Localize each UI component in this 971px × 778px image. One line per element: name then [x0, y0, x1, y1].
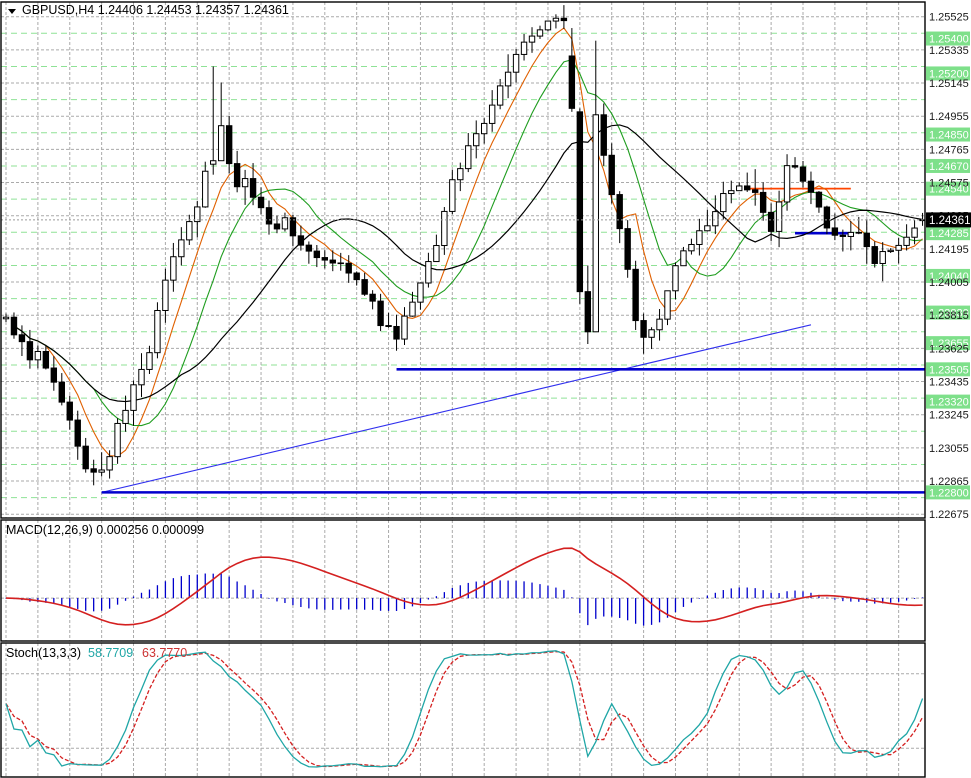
svg-text:1.25145: 1.25145: [929, 78, 969, 90]
svg-text:63.7770: 63.7770: [142, 646, 187, 660]
svg-text:1.22865: 1.22865: [929, 476, 969, 488]
svg-text:Stoch(13,3,3): Stoch(13,3,3): [6, 646, 81, 660]
svg-text:1.23055: 1.23055: [929, 443, 969, 455]
svg-text:1.25525: 1.25525: [929, 12, 969, 24]
svg-text:1.23245: 1.23245: [929, 410, 969, 422]
svg-text:MACD(12,26,9) 0.000256 0.00009: MACD(12,26,9) 0.000256 0.000099: [6, 523, 204, 537]
svg-text:1.24285: 1.24285: [929, 228, 969, 240]
svg-text:GBPUSD,H4 1.24406 1.24453 1.2: GBPUSD,H4 1.24406 1.24453 1.24357 1.2436…: [22, 3, 289, 17]
svg-text:58.7709: 58.7709: [88, 646, 133, 660]
svg-text:1.25400: 1.25400: [929, 34, 969, 46]
svg-text:1.23505: 1.23505: [929, 364, 969, 376]
svg-text:1.23815: 1.23815: [929, 310, 969, 322]
svg-text:1.24005: 1.24005: [929, 277, 969, 289]
svg-text:1.23435: 1.23435: [929, 377, 969, 389]
svg-text:1.25335: 1.25335: [929, 45, 969, 57]
svg-text:1.24765: 1.24765: [929, 144, 969, 156]
svg-text:1.22800: 1.22800: [929, 487, 969, 499]
svg-text:1.24575: 1.24575: [929, 178, 969, 190]
svg-text:1.24955: 1.24955: [929, 111, 969, 123]
svg-text:1.24850: 1.24850: [929, 130, 969, 142]
svg-text:1.24195: 1.24195: [929, 244, 969, 256]
svg-text:1.24670: 1.24670: [929, 161, 969, 173]
svg-text:1.22675: 1.22675: [929, 509, 969, 521]
svg-text:1.24361: 1.24361: [929, 215, 971, 227]
svg-text:1.23625: 1.23625: [929, 343, 969, 355]
svg-text:1.23320: 1.23320: [929, 397, 969, 409]
